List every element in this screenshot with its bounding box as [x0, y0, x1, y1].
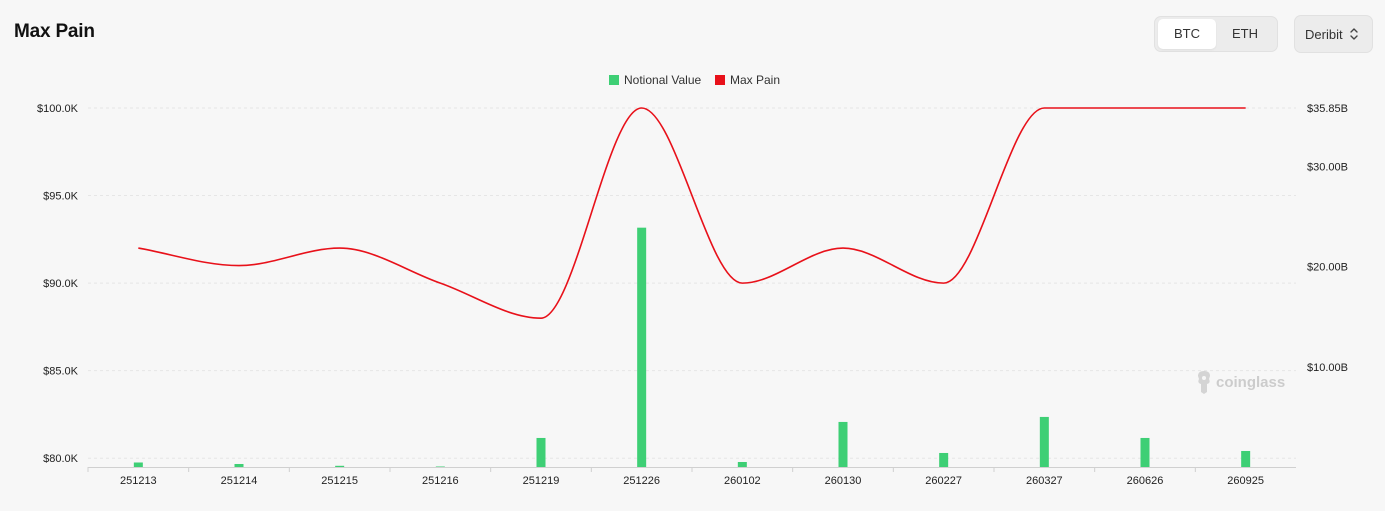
- legend-label-maxpain: Max Pain: [730, 73, 780, 87]
- right-axis-tick: $10.00B: [1307, 362, 1348, 374]
- legend-swatch-notional: [609, 75, 619, 85]
- legend-swatch-maxpain: [715, 75, 725, 85]
- max-pain-series-line: [138, 107, 1246, 319]
- x-axis-tick: 251213: [120, 475, 157, 487]
- x-axis-tick: 260327: [1026, 475, 1063, 487]
- notional-bar: [838, 421, 848, 467]
- x-axis-tick: 260130: [825, 475, 862, 487]
- coinglass-logo-icon: [1198, 371, 1210, 394]
- left-axis-tick: $90.0K: [43, 278, 79, 290]
- x-axis-tick: 251214: [221, 475, 258, 487]
- left-axis-tick: $95.0K: [43, 191, 79, 203]
- notional-bar: [737, 461, 747, 467]
- x-axis: 251213 251214 251215 251216 251219 251226 2601…: [87, 467, 1296, 487]
- x-axis-tick: 260925: [1227, 475, 1264, 487]
- notional-bar: [335, 465, 345, 467]
- watermark-text: coinglass: [1216, 374, 1285, 391]
- notional-bar: [637, 227, 647, 467]
- legend-item-notional[interactable]: Notional Value: [609, 73, 701, 87]
- notional-bar: [536, 437, 546, 467]
- notional-bar: [133, 462, 143, 467]
- exchange-select[interactable]: Deribit: [1294, 15, 1373, 53]
- notional-bar: [1039, 416, 1049, 467]
- left-axis-tick: $85.0K: [43, 366, 79, 378]
- x-axis-tick: 251226: [623, 475, 660, 487]
- x-axis-tick: 251215: [321, 475, 358, 487]
- max-pain-line: [138, 107, 1246, 319]
- legend-item-maxpain[interactable]: Max Pain: [715, 73, 780, 87]
- left-axis-tick: $100.0K: [37, 103, 79, 115]
- notional-bar: [939, 452, 949, 467]
- notional-bar: [234, 463, 244, 467]
- notional-bar: [435, 466, 445, 467]
- right-axis-tick: $30.00B: [1307, 162, 1348, 174]
- notional-bar: [1241, 450, 1251, 467]
- left-axis: $100.0K $95.0K $90.0K $85.0K $80.0K: [37, 103, 79, 465]
- legend-label-notional: Notional Value: [624, 73, 701, 87]
- tab-btc[interactable]: BTC: [1158, 19, 1216, 49]
- chevron-updown-icon: [1349, 28, 1358, 40]
- tab-eth[interactable]: ETH: [1232, 26, 1258, 41]
- x-axis-tick: 251216: [422, 475, 459, 487]
- coin-tabs: BTC ETH: [1154, 16, 1278, 52]
- x-axis-tick: 260227: [925, 475, 962, 487]
- chart-legend: Notional Value Max Pain: [609, 73, 780, 87]
- right-axis: $35.85B $30.00B $20.00B $10.00B: [1307, 103, 1348, 374]
- coinglass-watermark: coinglass: [1198, 371, 1285, 394]
- exchange-select-label: Deribit: [1305, 26, 1343, 42]
- x-axis-tick: 260102: [724, 475, 761, 487]
- x-axis-tick: 251219: [523, 475, 560, 487]
- right-axis-tick: $20.00B: [1307, 262, 1348, 274]
- right-axis-tick: $35.85B: [1307, 103, 1348, 115]
- left-axis-tick: $80.0K: [43, 453, 79, 465]
- page-title: Max Pain: [14, 21, 95, 42]
- x-axis-tick: 260626: [1127, 475, 1164, 487]
- grid-lines: [88, 107, 1296, 459]
- notional-bar: [1140, 437, 1150, 467]
- notional-bars: [133, 227, 1251, 467]
